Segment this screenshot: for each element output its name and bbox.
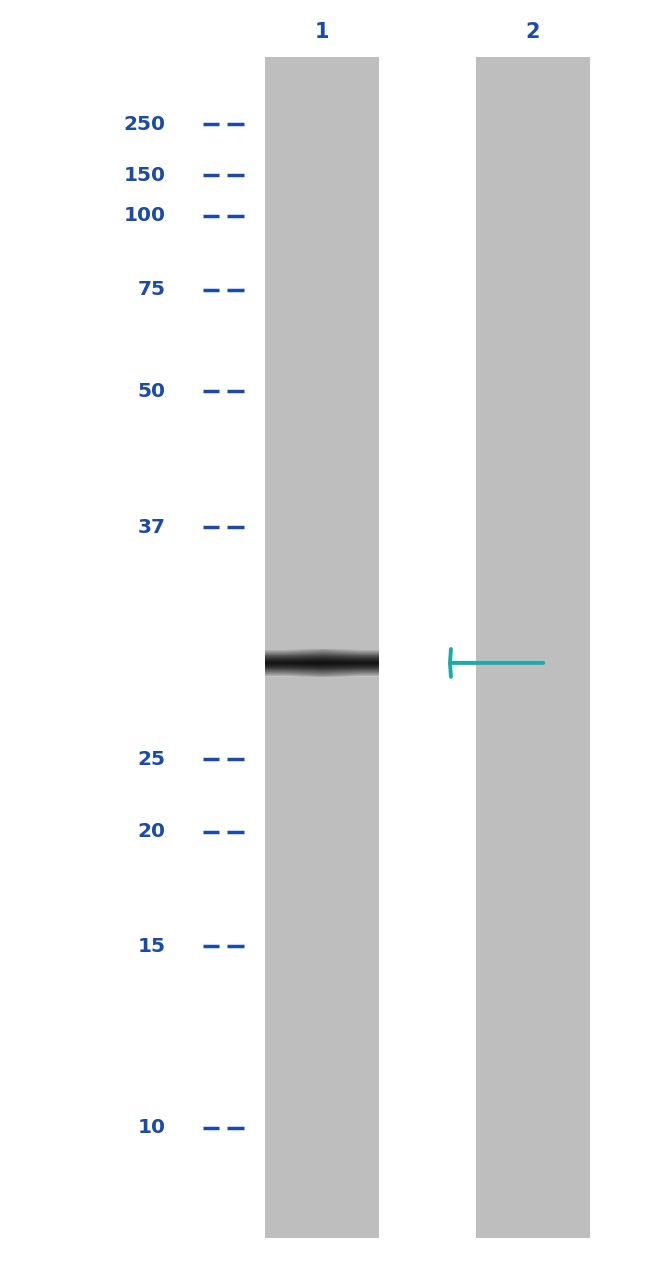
Text: 20: 20: [138, 823, 166, 841]
Text: 50: 50: [138, 382, 166, 400]
Text: 100: 100: [124, 207, 166, 225]
Text: 75: 75: [138, 281, 166, 298]
Text: 250: 250: [124, 116, 166, 133]
Text: 1: 1: [315, 22, 329, 42]
Text: 150: 150: [124, 166, 166, 184]
Text: 10: 10: [138, 1119, 166, 1137]
Text: 37: 37: [138, 518, 166, 536]
Text: 15: 15: [138, 937, 166, 955]
Bar: [265, 57, 378, 1238]
Bar: [476, 57, 590, 1238]
Text: 25: 25: [138, 751, 166, 768]
Text: 2: 2: [526, 22, 540, 42]
